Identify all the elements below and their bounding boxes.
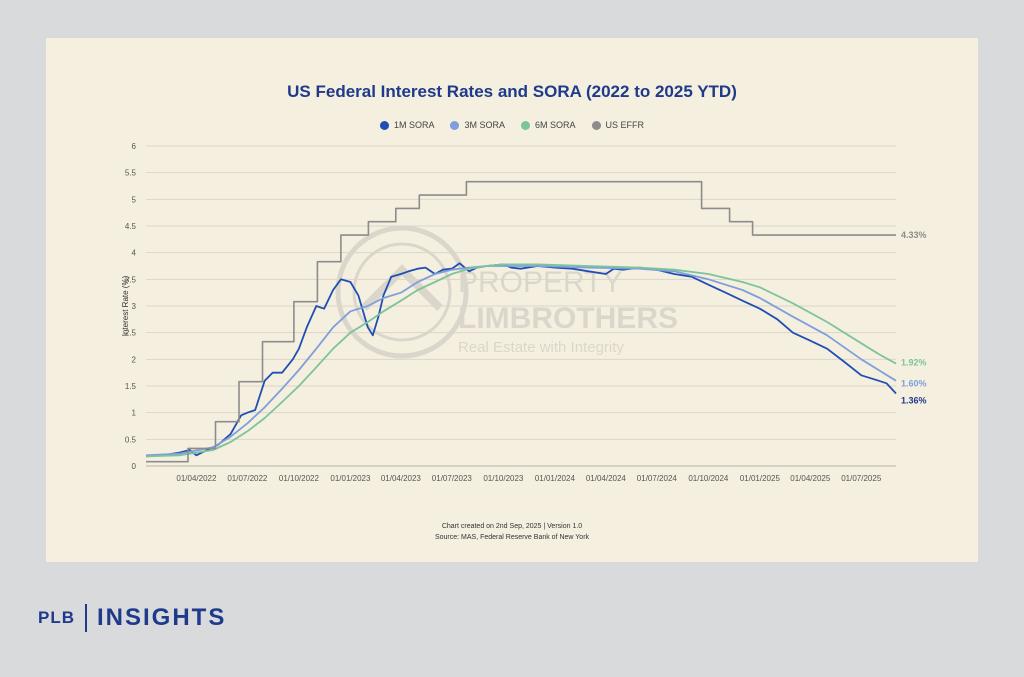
legend-swatch xyxy=(450,120,460,130)
end-label-1m-sora: 1.36% xyxy=(901,395,927,405)
watermark-logo-outer xyxy=(335,225,469,359)
legend-label: 1M SORA xyxy=(393,120,435,130)
watermark-tagline: Real Estate with Integrity xyxy=(458,339,624,356)
x-tick-label: 01/04/2025 xyxy=(790,474,831,483)
x-tick-label: 01/07/2023 xyxy=(432,474,473,483)
watermark-line1: PROPERTY xyxy=(458,266,623,299)
y-tick-label: 5 xyxy=(132,195,137,204)
legend-swatch xyxy=(379,120,389,130)
x-tick-label: 01/04/2023 xyxy=(381,474,422,483)
legend-swatch xyxy=(521,120,530,130)
watermark-line2: LIMBROTHERS xyxy=(458,302,678,335)
brand-plb: PLB xyxy=(38,608,75,627)
legend-label: 3M SORA xyxy=(464,120,505,130)
x-tick-label: 01/10/2022 xyxy=(279,474,320,483)
y-tick-label: 2 xyxy=(132,355,137,364)
x-tick-label: 01/01/2023 xyxy=(330,474,371,483)
legend-label: 6M SORA xyxy=(535,120,576,130)
x-tick-label: 01/10/2024 xyxy=(688,474,729,483)
y-tick-label: 2.5 xyxy=(125,329,137,338)
x-tick-label: 01/07/2025 xyxy=(841,474,882,483)
x-tick-label: 01/01/2025 xyxy=(740,474,781,483)
chart-title: US Federal Interest Rates and SORA (2022… xyxy=(287,82,737,101)
legend-swatch xyxy=(591,120,601,130)
end-label-6m-sora: 1.92% xyxy=(901,358,927,368)
y-tick-label: 4 xyxy=(132,249,137,258)
y-tick-label: 5.5 xyxy=(125,169,137,178)
legend-item-1m-sora: 1M SORA xyxy=(379,120,435,130)
brand-divider xyxy=(85,604,87,632)
footnote-source: Source: MAS, Federal Reserve Bank of New… xyxy=(434,534,590,541)
series-line-6m-sora xyxy=(145,263,897,458)
x-tick-label: 01/10/2023 xyxy=(483,474,524,483)
footnote-created: Chart created on 2nd Sep, 2025 | Version… xyxy=(441,523,583,530)
series-line-us-effr xyxy=(146,180,896,463)
x-tick-label: 01/01/2024 xyxy=(535,474,576,483)
y-tick-label: 4.5 xyxy=(125,222,137,231)
brand-logo: PLB INSIGHTS xyxy=(38,604,226,632)
chart-svg: PROPERTY LIMBROTHERS Real Estate with In… xyxy=(121,142,927,483)
x-tick-label: 01/07/2022 xyxy=(227,474,268,483)
chart-card: PROPERTY LIMBROTHERS Real Estate with In… xyxy=(46,38,978,562)
legend-item-6m-sora: 6M SORA xyxy=(521,120,576,130)
y-tick-label: 0.5 xyxy=(125,435,137,444)
x-tick-label: 01/04/2024 xyxy=(586,474,627,483)
series-line-1m-sora xyxy=(145,262,897,458)
end-label-us-effr: 4.33% xyxy=(901,230,927,240)
series-line-3m-sora xyxy=(145,265,897,457)
y-tick-label: 6 xyxy=(132,142,137,151)
legend-item-us-effr: US EFFR xyxy=(591,120,645,130)
footnote: Chart created on 2nd Sep, 2025 | Version… xyxy=(46,521,978,543)
y-tick-label: 3 xyxy=(132,302,137,311)
end-label-3m-sora: 1.60% xyxy=(901,379,927,389)
y-tick-label: 1 xyxy=(132,409,137,418)
y-tick-label: 3.5 xyxy=(125,275,137,284)
watermark: PROPERTY LIMBROTHERS Real Estate with In… xyxy=(335,225,678,359)
watermark-logo-inner xyxy=(352,242,452,342)
legend-label: US EFFR xyxy=(605,120,645,130)
y-tick-label: 0 xyxy=(132,462,137,471)
brand-insights: INSIGHTS xyxy=(97,604,227,631)
legend: 1M SORA 3M SORA 6M SORA US EFFR xyxy=(46,120,978,130)
y-tick-label: 1.5 xyxy=(125,382,137,391)
x-tick-label: 01/04/2022 xyxy=(176,474,217,483)
legend-item-3m-sora: 3M SORA xyxy=(450,120,505,130)
y-axis-label: Interest Rate (%) xyxy=(121,275,130,336)
x-tick-label: 01/07/2024 xyxy=(637,474,678,483)
watermark-logo-roof xyxy=(361,264,443,311)
